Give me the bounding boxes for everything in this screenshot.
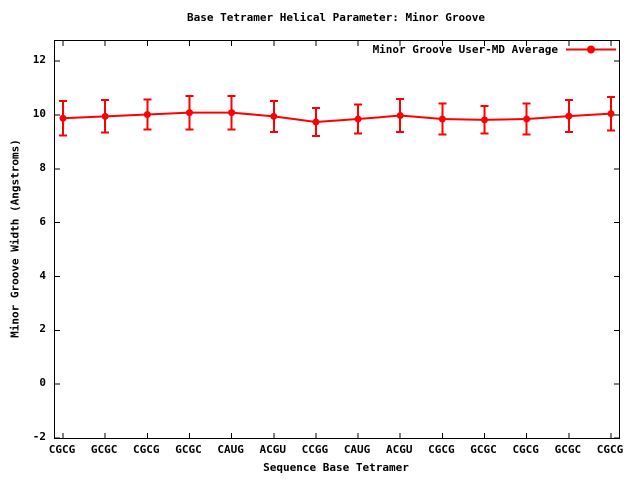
- plot-area: Minor Groove User-MD Average: [54, 40, 620, 439]
- x-axis-title: Sequence Base Tetramer: [263, 461, 409, 474]
- x-tick-label: ACGU: [259, 443, 287, 456]
- error-bars: [59, 94, 615, 138]
- x-tick-label: CGCG: [48, 443, 76, 456]
- series-line: [62, 111, 612, 124]
- y-tick-label: 2: [39, 322, 46, 336]
- series-markers: [59, 109, 615, 126]
- x-tick-label: CGCG: [512, 443, 539, 456]
- chart-title: Base Tetramer Helical Parameter: Minor G…: [186, 11, 485, 24]
- x-tick-label: GCGC: [470, 443, 497, 456]
- x-tick-label: CCGG: [301, 443, 329, 456]
- y-tick-label: 10: [32, 107, 46, 121]
- y-tick-label: -2: [32, 430, 46, 443]
- y-tick-label: 8: [39, 160, 46, 174]
- x-tick-label: CAUG: [343, 443, 371, 456]
- legend: Minor Groove User-MD Average: [373, 42, 616, 57]
- x-tick-label: CGCG: [133, 443, 160, 456]
- y-tick-label: 4: [39, 268, 46, 282]
- y-axis-title: Minor Groove Width (Angstroms): [8, 139, 22, 338]
- y-tick-label: 6: [39, 214, 46, 228]
- x-tick-label: CGCG: [596, 443, 624, 456]
- y-tick-label: 12: [32, 53, 46, 67]
- x-tick-label: GCGC: [554, 443, 582, 456]
- data-series-svg: [55, 41, 619, 438]
- x-tick-label: CGCG: [428, 443, 455, 456]
- x-tick-label: CAUG: [217, 443, 244, 456]
- y-ticks: [55, 60, 619, 438]
- x-tick-label: GCGC: [175, 443, 202, 456]
- x-tick-label: GCGC: [90, 443, 118, 456]
- legend-line-sample-icon: [566, 45, 616, 54]
- legend-series-label: Minor Groove User-MD Average: [372, 43, 558, 56]
- x-tick-label: ACGU: [385, 443, 413, 456]
- y-tick-label: 0: [39, 376, 46, 390]
- x-ticks: [62, 41, 612, 438]
